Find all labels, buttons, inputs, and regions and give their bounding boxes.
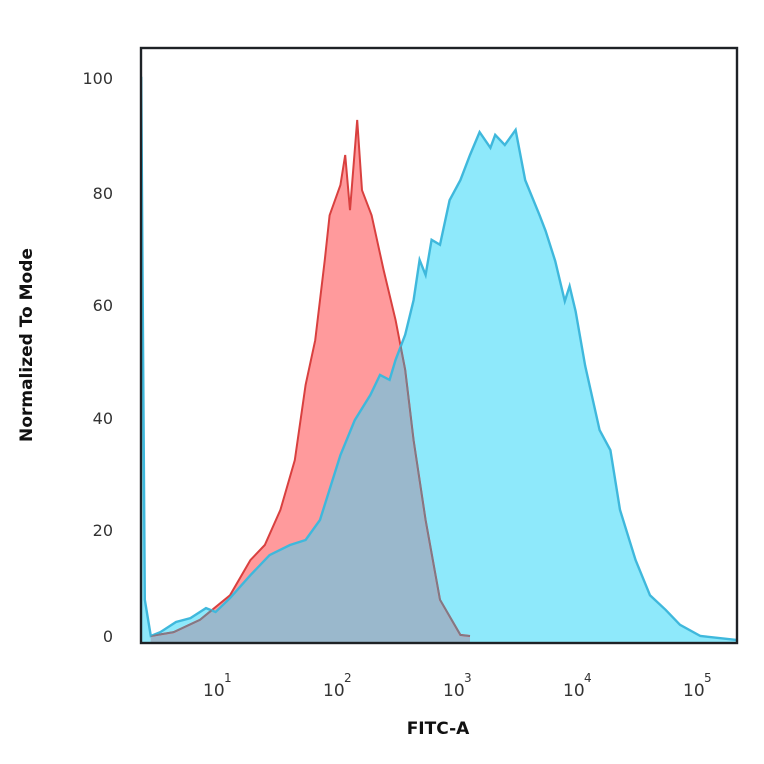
- svg-text:10: 10: [443, 681, 465, 701]
- x-axis: 10 1 10 2 10 3 10 4 10 5 FITC-A: [203, 671, 712, 739]
- svg-text:1: 1: [224, 671, 232, 685]
- plot-frame: [139, 46, 739, 645]
- x-tick-label: 10 3: [443, 671, 472, 701]
- svg-text:5: 5: [704, 671, 712, 685]
- svg-text:10: 10: [683, 681, 705, 701]
- y-tick-label: 40: [93, 409, 113, 428]
- x-tick-label: 10 5: [683, 671, 712, 701]
- svg-text:2: 2: [344, 671, 352, 685]
- svg-text:4: 4: [584, 671, 592, 685]
- y-tick-label: 20: [93, 521, 113, 540]
- y-tick-label: 100: [82, 69, 113, 88]
- y-tick-label: 60: [93, 296, 113, 315]
- svg-text:10: 10: [203, 681, 225, 701]
- x-axis-label: FITC-A: [407, 719, 470, 739]
- stained-histogram-fill: [141, 78, 737, 643]
- svg-text:10: 10: [323, 681, 345, 701]
- x-tick-label: 10 1: [203, 671, 232, 701]
- stained-histogram-line: [141, 76, 737, 642]
- svg-text:10: 10: [563, 681, 585, 701]
- x-tick-label: 10 2: [323, 671, 352, 701]
- svg-text:3: 3: [464, 671, 472, 685]
- x-tick-label: 10 4: [563, 671, 592, 701]
- plot-area: [141, 76, 737, 643]
- y-tick-label: 0: [103, 627, 113, 646]
- y-tick-label: 80: [93, 184, 113, 203]
- y-axis-label: Normalized To Mode: [17, 248, 37, 442]
- y-axis: 100 80 60 40 20 0 Normalized To Mode: [17, 69, 113, 646]
